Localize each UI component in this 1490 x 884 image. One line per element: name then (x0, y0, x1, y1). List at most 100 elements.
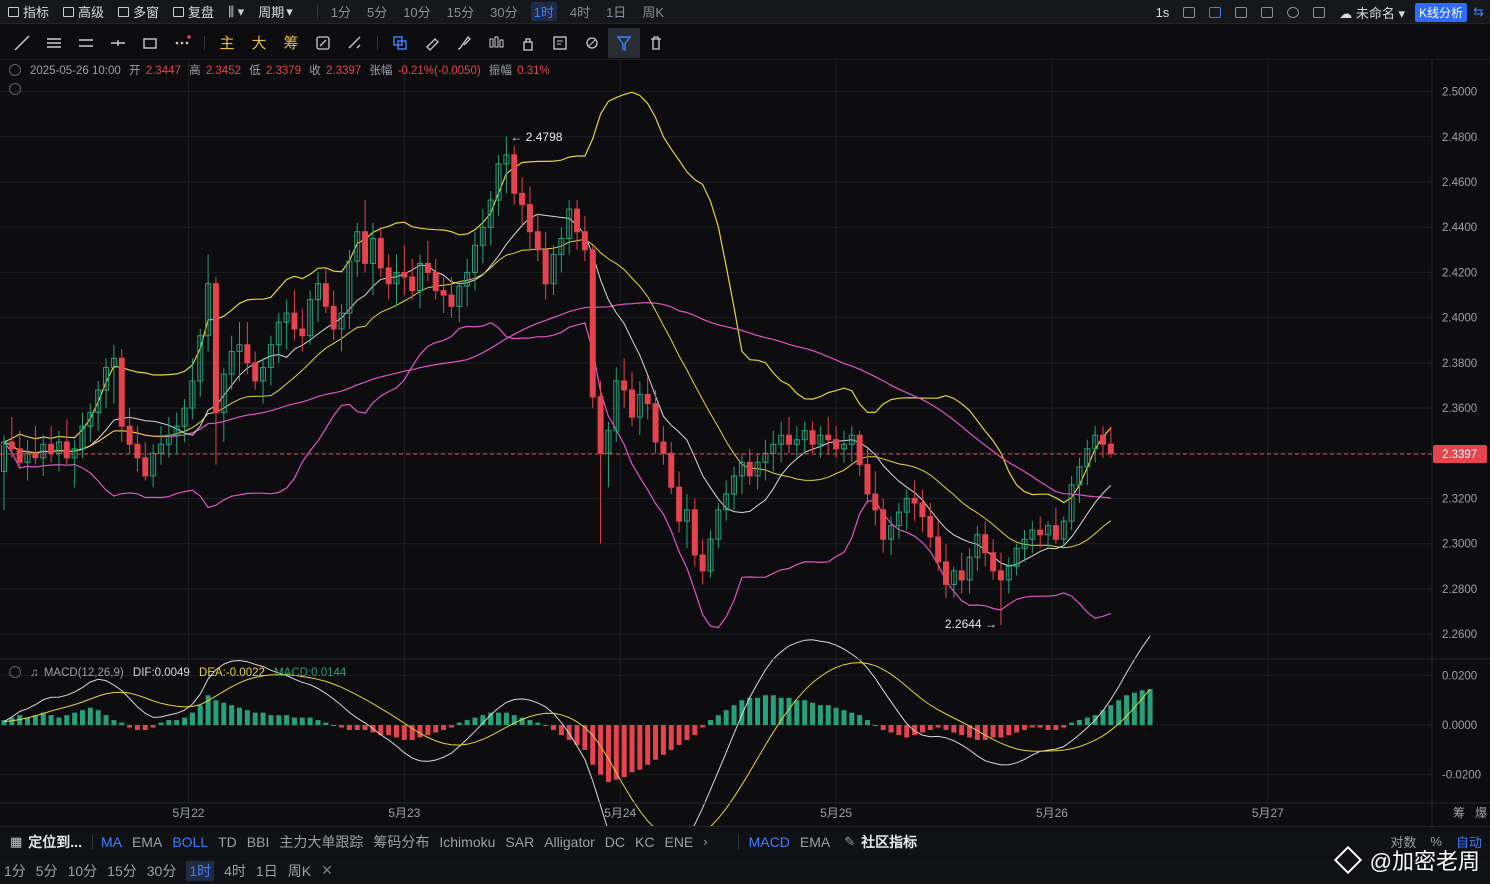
brush-tool[interactable] (448, 28, 480, 58)
bottom-interval-tab-4[interactable]: 30分 (146, 862, 177, 879)
indicator-10[interactable]: DC (604, 833, 626, 850)
magnet-tool[interactable] (307, 28, 339, 58)
big-order-button[interactable]: 大 (243, 28, 275, 58)
chevron-right-icon[interactable]: › (703, 834, 708, 849)
close-icon[interactable]: ✕ (321, 862, 333, 878)
chart-type-button[interactable]: ⫼ ▾ (228, 4, 244, 20)
multiwindow-button[interactable]: 多窗 (118, 2, 159, 21)
bottom-interval-tab-1[interactable]: 5分 (35, 862, 58, 879)
share-icon[interactable]: ⇆ (1473, 4, 1484, 19)
price-tick-label: 2.5000 (1442, 87, 1477, 99)
indicator-11[interactable]: KC (635, 833, 655, 850)
macd-bar (1006, 725, 1012, 735)
horizontal-ray-tool[interactable] (102, 28, 134, 58)
period-dropdown[interactable]: 周期 ▾ (258, 2, 293, 21)
change-label: 张幅 (369, 64, 392, 77)
log-scale-toggle[interactable]: 对数 (1390, 834, 1417, 850)
interval-tab-1[interactable]: 5分 (366, 5, 388, 20)
candles-tool[interactable] (480, 28, 512, 58)
template-tool[interactable] (544, 28, 576, 58)
hide-drawings-tool[interactable] (576, 28, 608, 58)
macd-bar (1045, 725, 1051, 731)
indicator-9[interactable]: Alligator (544, 833, 595, 850)
candlestick-series (1, 136, 1114, 626)
candle-body (880, 509, 887, 540)
indicators-button[interactable]: 指标 (8, 2, 49, 21)
auto-scale-toggle[interactable]: 自动 (1455, 834, 1482, 850)
interval-tab-2[interactable]: 10分 (403, 5, 431, 20)
collapse-legend-icon[interactable] (9, 64, 21, 76)
chips-corner-label[interactable]: 筹 (1453, 806, 1465, 820)
sub-indicator-0[interactable]: MACD (748, 833, 790, 850)
speed-button[interactable]: 1s (1155, 4, 1170, 20)
trendline-tool[interactable] (6, 28, 38, 58)
sub-indicator-1[interactable]: EMA (799, 833, 831, 850)
indicator-3[interactable]: TD (218, 833, 237, 850)
macd-bar (551, 725, 556, 731)
indicator-1[interactable]: EMA (131, 833, 163, 850)
community-indicators-button[interactable]: 社区指标 (861, 833, 918, 850)
filter-tool[interactable] (608, 27, 640, 58)
macd-tick-label: 0.0000 (1442, 720, 1477, 732)
burst-corner-label[interactable]: 爆 (1475, 806, 1487, 820)
template-icon[interactable] (1261, 6, 1274, 18)
measure-tool[interactable] (339, 28, 371, 58)
indicator-6[interactable]: 筹码分布 (373, 833, 430, 850)
interval-tab-7[interactable]: 1日 (606, 5, 627, 20)
indicator-4[interactable]: BBI (246, 833, 270, 850)
bottom-interval-tab-3[interactable]: 15分 (107, 862, 137, 879)
locate-button[interactable]: 定位到... (28, 833, 82, 850)
percent-scale-toggle[interactable]: % (1430, 833, 1442, 849)
price-tick-label: 2.4800 (1442, 132, 1477, 144)
bottom-interval-tab-0[interactable]: 1分 (4, 862, 26, 879)
camera-icon[interactable] (1183, 6, 1196, 18)
indicator-0[interactable]: MA (100, 833, 122, 850)
more-tools[interactable] (166, 28, 198, 58)
bookmark-icon[interactable] (1235, 6, 1248, 18)
low-value: 2.3379 (266, 65, 301, 77)
expand-legend-icon[interactable] (9, 83, 21, 95)
indicator-7[interactable]: Ichimoku (439, 833, 496, 850)
ohlc-text: 2025-05-26 10:00 开 2.3447 高 2.3452 低 2.3… (30, 63, 550, 77)
indicator-8[interactable]: SAR (505, 833, 535, 850)
eraser-tool[interactable] (416, 28, 448, 58)
kline-chart[interactable]: 2.5000 2.4800 2.4600 2.4400 2.4200 2.4000 2.38… (0, 60, 1490, 826)
macd-bar (276, 715, 282, 726)
candle-body (487, 199, 494, 228)
parallel-channel-tool[interactable] (70, 28, 102, 58)
interval-tab-5[interactable]: 1时 (530, 2, 557, 21)
bottom-interval-tab-8[interactable]: 周K (287, 862, 312, 879)
macd-bar (590, 725, 596, 765)
settings-gear-icon[interactable] (1287, 6, 1300, 18)
horizontal-lines-tool[interactable] (38, 28, 70, 58)
delete-drawings-tool[interactable] (640, 28, 672, 58)
bottom-interval-tab-6[interactable]: 4时 (224, 862, 246, 879)
advanced-button[interactable]: 高级 (63, 2, 104, 21)
bottom-interval-tab-2[interactable]: 10分 (67, 862, 98, 879)
interval-tab-4[interactable]: 30分 (490, 5, 518, 20)
collapse-macd-icon[interactable] (9, 666, 21, 678)
replay-button[interactable]: 复盘 (173, 2, 214, 21)
interval-tab-0[interactable]: 1分 (330, 5, 351, 20)
interval-tab-6[interactable]: 4时 (569, 5, 591, 20)
rectangle-tool[interactable] (134, 28, 166, 58)
lock-tool[interactable] (512, 28, 544, 58)
chips-button[interactable]: 筹 (275, 28, 307, 58)
bottom-interval-tab-7[interactable]: 1日 (255, 862, 278, 879)
indicator-12[interactable]: ENE (664, 833, 694, 850)
interval-tab-3[interactable]: 15分 (446, 5, 475, 20)
macd-tick-label: -0.0200 (1442, 770, 1481, 782)
candle-body (652, 403, 659, 443)
indicator-2[interactable]: BOLL (172, 833, 209, 850)
select-tool[interactable] (384, 28, 416, 58)
pen-icon[interactable] (1209, 6, 1222, 18)
layout-name-dropdown[interactable]: ☁ 未命名 ▾ (1339, 5, 1406, 21)
bottom-interval-tab-5[interactable]: 1时 (186, 860, 215, 881)
kline-analysis-button[interactable]: K线分析 (1415, 2, 1468, 22)
candle-body (526, 204, 533, 233)
interval-tab-8[interactable]: 周K (642, 5, 664, 20)
indicator-5[interactable]: 主力大单跟踪 (279, 833, 364, 850)
main-force-button[interactable]: 主 (211, 28, 243, 58)
candle-body (252, 362, 259, 382)
fullscreen-icon[interactable] (1313, 6, 1326, 18)
